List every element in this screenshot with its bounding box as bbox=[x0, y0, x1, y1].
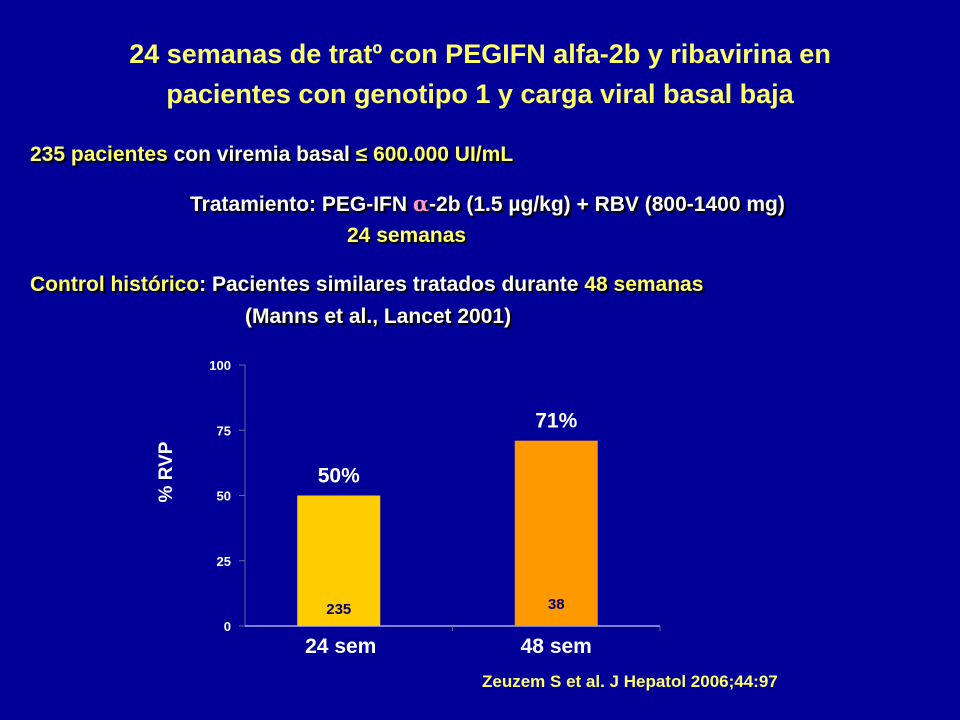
y-tick-label: 75 bbox=[217, 423, 231, 438]
bar-n-label: 235 bbox=[326, 601, 351, 618]
historic-control-duration: 48 semanas bbox=[584, 273, 704, 296]
historic-control-label: Control histórico bbox=[30, 273, 200, 296]
title-line-1: 24 semanas de tratº con PEGIFN alfa-2b y… bbox=[129, 39, 831, 69]
viremia-text: con viremia basal bbox=[167, 143, 356, 166]
historic-control-line: Control histórico: Pacientes similares t… bbox=[30, 273, 703, 297]
slide-title: 24 semanas de tratº con PEGIFN alfa-2b y… bbox=[0, 34, 960, 114]
x-category-label: 24 sem bbox=[305, 635, 376, 658]
historic-control-text: : Pacientes similares tratados durante bbox=[199, 273, 585, 296]
y-tick-label: 0 bbox=[224, 619, 231, 634]
y-tick-label: 50 bbox=[217, 489, 231, 504]
bar-24-sem bbox=[297, 495, 381, 626]
treatment-text-b: -2b (1.5 µg/kg) + RBV (800-1400 mg) bbox=[429, 193, 785, 216]
title-line-2: pacientes con genotipo 1 y carga viral b… bbox=[166, 79, 794, 109]
alpha-symbol: α bbox=[412, 191, 430, 216]
y-axis-label: % RVP bbox=[156, 441, 177, 502]
treatment-text-a: Tratamiento: PEG-IFN bbox=[190, 193, 413, 216]
duration-line: 24 semanas bbox=[347, 224, 467, 247]
reference-text: Zeuzem S et al. J Hepatol 2006;44:97 bbox=[482, 672, 778, 691]
patients-line: 235 pacientes con viremia basal ≤ 600.00… bbox=[30, 143, 513, 167]
bar-value-label: 50% bbox=[318, 465, 360, 488]
treatment-line: Tratamiento: PEG-IFN α-2b (1.5 µg/kg) + … bbox=[190, 191, 785, 217]
patients-count: 235 pacientes bbox=[30, 143, 168, 166]
x-category-label: 48 sem bbox=[521, 635, 592, 658]
y-tick-label: 100 bbox=[209, 358, 231, 373]
citation-line: (Manns et al., Lancet 2001) bbox=[245, 305, 512, 328]
bar-n-label: 38 bbox=[548, 596, 565, 613]
y-tick-label: 25 bbox=[217, 554, 231, 569]
bar-value-label: 71% bbox=[535, 410, 577, 433]
bar-48-sem bbox=[514, 440, 598, 626]
viremia-threshold: ≤ 600.000 UI/mL bbox=[355, 143, 514, 166]
